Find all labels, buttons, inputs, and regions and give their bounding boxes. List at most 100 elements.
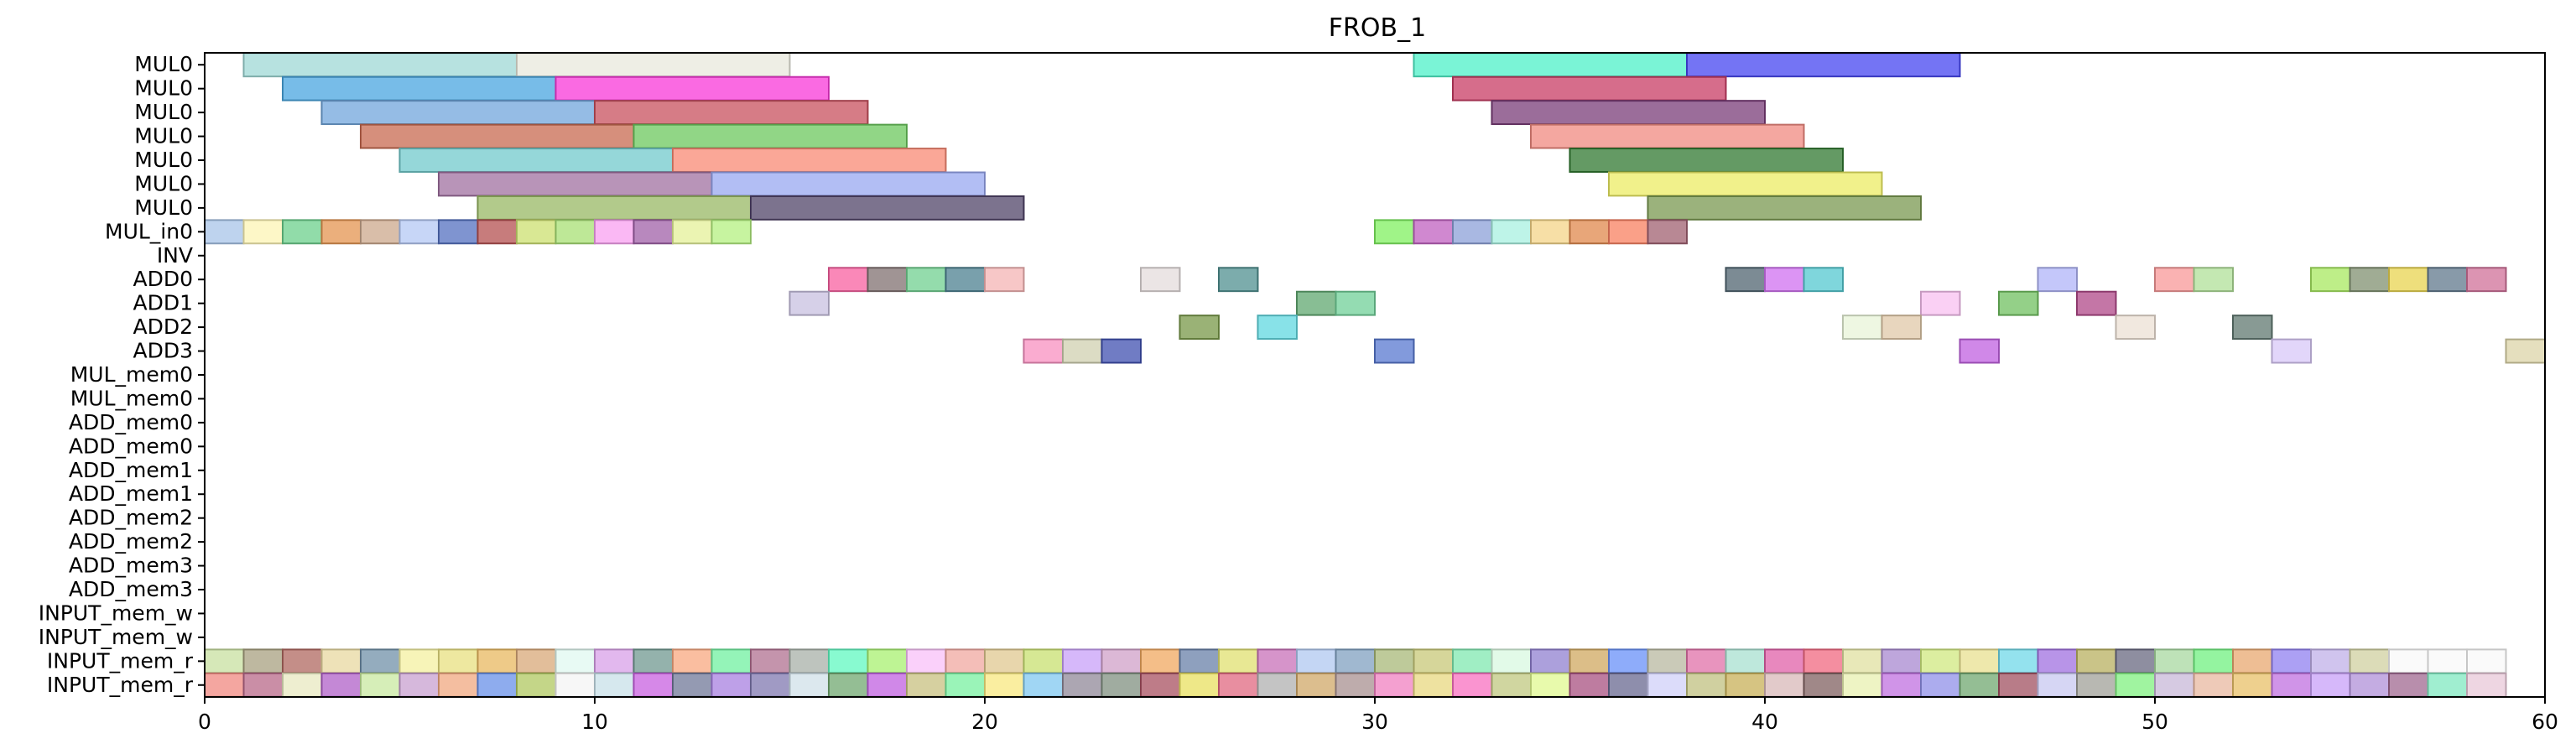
bar-78 xyxy=(1959,338,2000,364)
strip-1-cell-32 xyxy=(1452,672,1493,698)
strip-0-cell-16 xyxy=(828,648,869,674)
strip-0-cell-27 xyxy=(1257,648,1298,674)
strip-0-cell-53 xyxy=(2271,648,2312,674)
strip-0-cell-0 xyxy=(204,648,245,674)
strip-0-cell-23 xyxy=(1101,648,1142,674)
row-label: MUL_mem0 xyxy=(70,362,193,387)
strip-0-cell-54 xyxy=(2310,648,2351,674)
row-label: ADD_mem1 xyxy=(69,481,193,506)
bar-75 xyxy=(1062,338,1103,364)
strip-1-cell-28 xyxy=(1296,672,1337,698)
strip-1-cell-34 xyxy=(1530,672,1571,698)
strip-1-cell-24 xyxy=(1140,672,1181,698)
row-label: MUL0 xyxy=(134,148,193,172)
bar-72 xyxy=(2115,315,2156,341)
strip-1-cell-40 xyxy=(1764,672,1805,698)
row-label: INPUT_mem_r xyxy=(47,648,194,673)
row-label: ADD_mem1 xyxy=(69,458,193,482)
strip-0-cell-11 xyxy=(632,648,674,674)
strip-1-cell-11 xyxy=(632,672,674,698)
strip-1-cell-3 xyxy=(320,672,362,698)
strip-0-cell-29 xyxy=(1335,648,1376,674)
row-label: INPUT_mem_w xyxy=(39,625,193,649)
bar-2 xyxy=(1413,52,1688,78)
row-label: INPUT_mem_r xyxy=(47,673,194,697)
strip-1-cell-26 xyxy=(1218,672,1259,698)
bar-14 xyxy=(672,148,947,173)
bar-16 xyxy=(438,171,713,197)
strip-1-cell-5 xyxy=(398,672,440,698)
row-label: MUL0 xyxy=(134,124,193,148)
bar-58 xyxy=(2349,267,2390,293)
x-tick-label: 40 xyxy=(1751,710,1778,734)
strip-1-cell-51 xyxy=(2193,672,2234,698)
strip-0-cell-37 xyxy=(1647,648,1688,674)
bar-52 xyxy=(1764,267,1805,293)
bars-layer xyxy=(204,52,2546,698)
strip-1-cell-17 xyxy=(866,672,908,698)
strip-0-cell-17 xyxy=(866,648,908,674)
strip-1-cell-1 xyxy=(242,672,284,698)
bar-18 xyxy=(1608,171,1883,197)
row-label: ADD_mem0 xyxy=(69,434,193,458)
strip-0-cell-6 xyxy=(438,648,479,674)
strip-1-cell-31 xyxy=(1413,672,1454,698)
bar-40 xyxy=(1530,219,1571,245)
bar-39 xyxy=(1491,219,1532,245)
row-label: ADD_mem3 xyxy=(69,554,193,578)
row-label: ADD_mem0 xyxy=(69,410,193,434)
row-label: MUL0 xyxy=(134,52,193,76)
strip-0-cell-36 xyxy=(1608,648,1649,674)
strip-0-cell-56 xyxy=(2388,648,2429,674)
bar-50 xyxy=(1218,267,1259,293)
bar-10 xyxy=(360,123,635,149)
bar-79 xyxy=(2271,338,2312,364)
bar-60 xyxy=(2427,267,2468,293)
strip-0-cell-1 xyxy=(242,648,284,674)
bar-35 xyxy=(710,219,752,245)
bar-26 xyxy=(360,219,401,245)
strip-1-cell-8 xyxy=(516,672,557,698)
bar-29 xyxy=(476,219,518,245)
strip-0-cell-48 xyxy=(2076,648,2117,674)
bar-30 xyxy=(516,219,557,245)
strip-0-cell-47 xyxy=(2037,648,2078,674)
bar-22 xyxy=(204,219,245,245)
strip-0-cell-35 xyxy=(1569,648,1610,674)
strip-1-cell-30 xyxy=(1374,672,1415,698)
strip-0-cell-15 xyxy=(788,648,830,674)
bar-32 xyxy=(594,219,635,245)
bar-27 xyxy=(398,219,440,245)
strip-1-cell-0 xyxy=(204,672,245,698)
bar-45 xyxy=(866,267,908,293)
bar-13 xyxy=(398,148,674,173)
row-label: INV xyxy=(157,243,193,268)
row-label: ADD_mem2 xyxy=(69,529,193,554)
strip-1-cell-22 xyxy=(1062,672,1103,698)
bar-77 xyxy=(1374,338,1415,364)
plot-frame xyxy=(204,52,2546,698)
strip-1-cell-54 xyxy=(2310,672,2351,698)
strip-0-cell-9 xyxy=(554,648,596,674)
strip-1-cell-41 xyxy=(1803,672,1844,698)
strip-0-cell-45 xyxy=(1959,648,2000,674)
strip-1-cell-9 xyxy=(554,672,596,698)
strip-0-cell-38 xyxy=(1686,648,1727,674)
strip-0-cell-55 xyxy=(2349,648,2390,674)
strip-0-cell-25 xyxy=(1179,648,1220,674)
row-label: MUL_in0 xyxy=(105,219,193,243)
strip-0-cell-22 xyxy=(1062,648,1103,674)
bar-28 xyxy=(438,219,479,245)
strip-0-cell-44 xyxy=(1920,648,1961,674)
bar-24 xyxy=(282,219,323,245)
strip-0-cell-34 xyxy=(1530,648,1571,674)
bar-65 xyxy=(1920,290,1961,316)
x-tick-label: 20 xyxy=(971,710,998,734)
strip-1-cell-37 xyxy=(1647,672,1688,698)
strip-1-cell-15 xyxy=(788,672,830,698)
strip-1-cell-6 xyxy=(438,672,479,698)
row-label: INPUT_mem_w xyxy=(39,601,193,625)
strip-1-cell-20 xyxy=(984,672,1025,698)
bar-64 xyxy=(1335,290,1376,316)
bar-44 xyxy=(828,267,869,293)
